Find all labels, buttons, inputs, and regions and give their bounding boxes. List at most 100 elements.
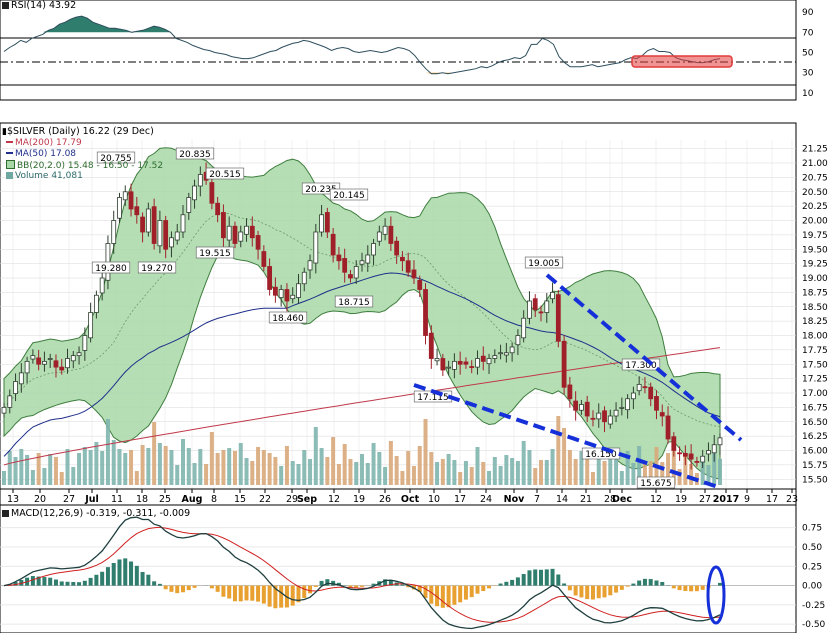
candle-body [405,260,411,273]
candle-body [278,289,284,298]
volume-bar [533,468,538,485]
candle-body [371,243,376,256]
volume-bar [296,464,301,485]
volume-bar [648,461,653,485]
volume-bar [602,461,607,485]
candle-body [434,358,440,362]
rsi-tick-label: 30 [802,69,814,79]
macd-histogram-bar [273,585,278,609]
x-tick-label: Dec [612,494,632,505]
volume-bar [423,419,428,485]
legend-ma50: MA(50) 17.08 [6,149,76,160]
price-tick-label: 19.25 [802,260,828,270]
candle-body [36,357,42,365]
ma200-line [3,347,721,466]
x-tick-label: 29 [286,494,298,505]
candle-body [209,182,215,204]
volume-bar [469,467,474,485]
candle-body [24,360,30,374]
candle-body [538,311,544,314]
candle-body [244,225,249,235]
x-tick-label: 10 [428,494,440,505]
macd-histogram-bar [36,576,41,586]
price-tick-label: 18.00 [802,332,828,342]
volume-bar [579,451,584,485]
price-tick-label: 20.25 [802,202,828,212]
price-annotation-box [334,295,374,308]
volume-bar [48,454,53,485]
volume-bar [521,441,526,485]
candle-body [700,455,706,463]
volume-bar [544,460,549,485]
volume-bar [94,442,99,485]
volume-bar [683,455,688,485]
x-tick-label: 23 [786,494,798,505]
candle-body [498,352,503,355]
bollinger-middle [3,212,721,427]
volume-bar [371,443,376,485]
price-tick-label: 15.75 [802,461,828,471]
price-tick-label: 15.50 [802,475,828,485]
volume-bar [302,450,307,485]
x-tick-label: 24 [480,494,492,505]
macd-histogram-bar [244,585,249,601]
candle-body [573,400,579,411]
volume-bar [267,453,272,485]
volume-bar [411,466,416,485]
candle-body [654,396,659,411]
price-annotation-box [301,182,341,195]
macd-histogram-bar [215,585,220,592]
candle-body [255,235,261,250]
macd-histogram-bar [556,574,561,586]
macd-histogram-bar [13,582,18,586]
macd-histogram-bar [648,579,653,586]
macd-histogram-bar [134,565,139,586]
volume-bar [313,427,318,485]
candle-body [111,220,117,244]
macd-histogram-bar [192,585,197,588]
macd-histogram-bar [111,563,116,586]
price-annotation: 20.145 [333,191,365,201]
candle-body [469,366,475,368]
volume-bar [440,459,445,485]
macd-histogram-bar [105,567,110,586]
macd-histogram-bar [354,585,359,588]
volume-bar [706,465,711,485]
macd-histogram-bar [631,583,636,586]
price-tick-label: 21.25 [802,145,828,155]
volume-bar [42,468,47,485]
price-annotation: 17.300 [625,361,657,371]
x-tick-label: 19 [675,494,687,505]
candle-body [555,294,561,342]
price-tick-label: 19.50 [802,245,828,255]
price-tick-label: 20.50 [802,188,828,198]
x-tick-label: Nov [504,494,525,505]
volume-bar [221,450,226,485]
rsi-tick-label: 90 [802,8,814,18]
price-annotation-box [268,311,308,324]
volume-bar [718,458,722,485]
volume-bar [19,449,24,485]
volume-bar [319,448,324,485]
rsi-highlight-box [631,55,733,68]
x-tick-label: Jul [84,494,99,505]
candle-body [619,406,625,409]
macd-histogram-bar [221,585,226,597]
price-annotation: 20.835 [179,150,211,160]
volume-bar [608,450,613,485]
candle-body [157,220,163,247]
macd-histogram-bar [169,585,174,592]
macd-histogram-bar [296,585,301,603]
volume-bar [677,469,682,485]
volume-bar [146,448,151,485]
macd-histogram-bar [290,585,295,606]
macd-histogram-bar [463,585,468,600]
price-annotation: 19.270 [141,264,173,274]
price-annotation: 20.515 [209,170,241,180]
macd-histogram-bar [383,579,388,586]
volume-bar [429,452,434,485]
price-annotation-box [137,261,177,274]
volume-bar [631,463,636,485]
macd-histogram-bar [157,583,162,586]
